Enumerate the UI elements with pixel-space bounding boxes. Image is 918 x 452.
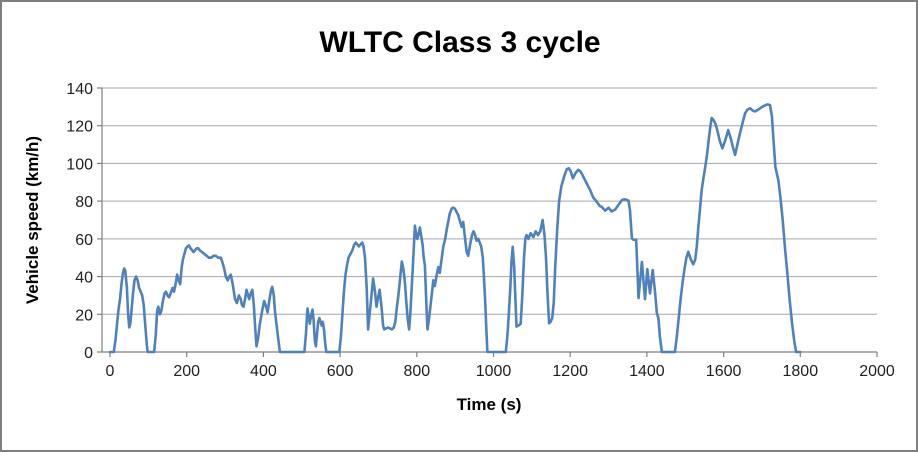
y-tick-label-40: 40 [75, 270, 93, 287]
y-tick-label-20: 20 [75, 307, 93, 324]
x-tick-label-800: 800 [403, 363, 430, 380]
x-tick-label-0: 0 [106, 363, 115, 380]
y-tick-label-0: 0 [84, 345, 93, 362]
x-tick-label-1400: 1400 [629, 363, 665, 380]
x-tick-label-200: 200 [173, 363, 200, 380]
x-tick-label-2000: 2000 [859, 363, 895, 380]
x-tick-label-1800: 1800 [783, 363, 819, 380]
y-tick-label-140: 140 [66, 81, 93, 98]
x-axis-title: Time (s) [457, 395, 522, 414]
y-tick-label-80: 80 [75, 194, 93, 211]
series-line-vehicle-speed [108, 103, 802, 354]
x-tick-label-1200: 1200 [552, 363, 588, 380]
x-tick-label-1000: 1000 [476, 363, 512, 380]
y-tick-label-60: 60 [75, 232, 93, 249]
chart-title: WLTC Class 3 cycle [319, 26, 600, 59]
x-tick-label-400: 400 [250, 363, 277, 380]
y-tick-label-120: 120 [66, 119, 93, 136]
y-axis-title: Vehicle speed (km/h) [23, 136, 42, 304]
series-group [108, 103, 802, 354]
x-tick-label-1600: 1600 [706, 363, 742, 380]
y-tick-label-100: 100 [66, 156, 93, 173]
x-tick-label-600: 600 [327, 363, 354, 380]
